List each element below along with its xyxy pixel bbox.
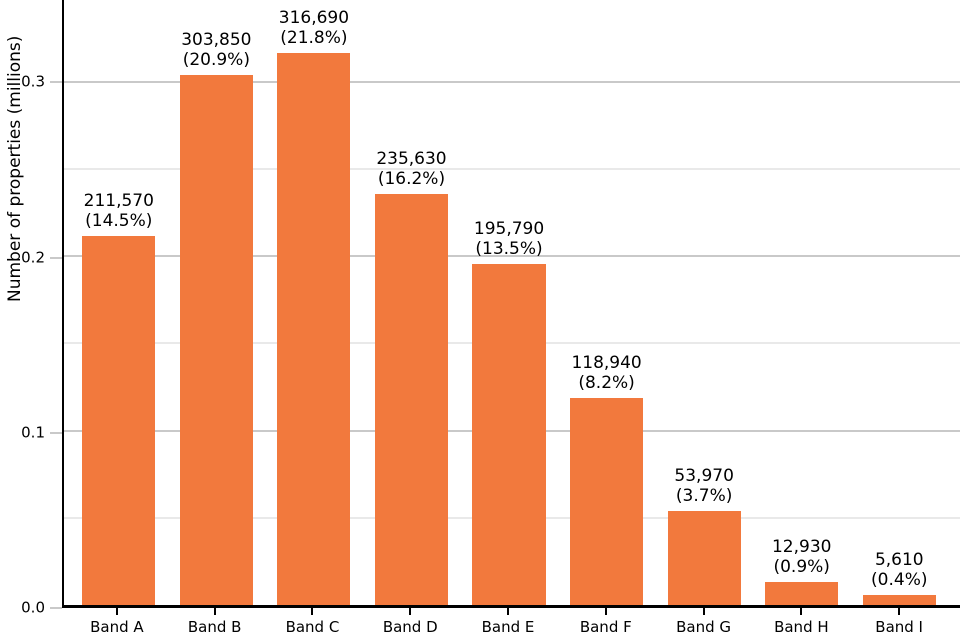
x-cell-band-g: Band G [655,608,753,636]
x-tick-mark [213,608,216,615]
x-tick-mark [311,608,314,615]
bar-slot-band-d: 235,630 (16.2%) [363,0,461,605]
bar-count-text: 12,930 [771,537,832,558]
x-tick-mark [409,608,412,615]
gridline-major [64,80,960,83]
bar-slot-band-e: 195,790 (13.5%) [460,0,558,605]
x-tick-mark [115,608,118,615]
bar-band-a [82,236,156,605]
x-tick-label-band-d: Band D [382,618,438,636]
x-tick-mark [898,608,901,615]
x-tick-mark [604,608,607,615]
bar-band-b [179,75,253,605]
x-tick-label-band-b: Band B [187,618,242,636]
bar-value-label-band-a: 211,570 (14.5%) [21,191,216,231]
bar-percent-text: (16.2%) [377,169,446,190]
bar-count-text: 53,970 [674,465,734,486]
bar-band-d [374,194,449,605]
x-cell-band-e: Band E [459,608,557,636]
bar-value-label-band-i: 5,610 (0.4%) [802,550,960,590]
x-tick-label-band-a: Band A [90,618,144,636]
bar-percent-text: (8.2%) [578,372,635,393]
x-cell-band-c: Band C [264,608,362,636]
bar-count-text: 316,690 [278,7,350,28]
bar-percent-text: (14.5%) [85,211,153,232]
bar-slot-band-g: 53,970 (3.7%) [655,0,753,605]
bar-slot-band-i: 5,610 (0.4%) [851,0,949,605]
x-cell-band-f: Band F [557,608,655,636]
bar-band-e [472,263,546,605]
bar-percent-text: (21.8%) [280,27,348,48]
x-tick-label-band-g: Band G [676,618,732,636]
y-axis: 0.0 0.1 0.2 0.3 [0,0,62,615]
bars-container: 211,570 (14.5%) 303,850 (20.9%) 316,690 (21.8… [70,0,948,605]
x-tick-label-band-e: Band E [481,618,535,636]
bar-percent-text: (0.4%) [871,570,928,591]
bar-count-text: 235,630 [376,149,447,170]
x-tick-label-band-h: Band H [774,618,829,636]
x-tick-label-band-c: Band C [285,618,340,636]
y-tick-label: 0.2 [21,248,45,267]
x-tick-label-band-f: Band F [579,618,632,636]
y-tick-mark [50,431,62,434]
bar-count-text: 5,610 [874,550,924,571]
bar-value-label-band-g: 53,970 (3.7%) [607,466,802,506]
gridline-major [64,255,960,258]
x-cell-band-d: Band D [361,608,459,636]
bar-slot-band-a: 211,570 (14.5%) [70,0,168,605]
x-cell-band-i: Band I [850,608,948,636]
bar-band-g [667,510,741,605]
bar-value-label-band-c: 316,690 (21.8%) [216,8,411,48]
bar-value-label-band-h: 12,930 (0.9%) [704,537,899,577]
x-tick-label-band-i: Band I [875,618,923,636]
bar-count-text: 195,790 [473,218,545,239]
y-tick-mark [50,256,62,259]
x-tick-mark [800,608,803,615]
bar-percent-text: (3.7%) [675,485,733,506]
bar-band-i [862,595,936,605]
bar-band-f [570,397,644,605]
plot-area: 211,570 (14.5%) 303,850 (20.9%) 316,690 (21.8… [62,0,960,608]
x-tick-mark [507,608,510,615]
y-tick-label: 0.0 [21,598,45,617]
bar-value-label-band-e: 195,790 (13.5%) [411,219,606,259]
y-tick-mark [50,81,62,84]
bar-slot-band-c: 316,690 (21.8%) [265,0,363,605]
bar-slot-band-f: 118,940 (8.2%) [558,0,656,605]
bar-value-label-band-b: 303,850 (20.9%) [119,30,314,70]
bar-value-label-band-d: 235,630 (16.2%) [314,149,509,189]
x-cell-band-b: Band B [166,608,264,636]
x-cell-band-a: Band A [68,608,166,636]
bar-slot-band-h: 12,930 (0.9%) [753,0,851,605]
bar-count-text: 211,570 [83,191,154,212]
bar-percent-text: (13.5%) [475,238,543,259]
y-tick-mark [50,607,62,609]
bar-count-text: 303,850 [181,30,252,51]
bar-band-h [765,582,839,605]
bar-slot-band-b: 303,850 (20.9%) [168,0,266,605]
bar-percent-text: (0.9%) [773,557,830,578]
x-tick-mark [702,608,705,615]
gridline-minor [64,168,960,171]
bar-count-text: 118,940 [571,352,642,373]
bar-band-c [277,52,351,605]
bar-percent-text: (20.9%) [182,50,250,71]
bar-value-label-band-f: 118,940 (8.2%) [509,353,704,393]
y-tick-label: 0.3 [21,72,45,91]
x-axis: Band A Band B Band C Band D Band E Band F Band… [62,608,960,636]
x-cell-band-h: Band H [752,608,850,636]
y-tick-label: 0.1 [21,423,45,442]
